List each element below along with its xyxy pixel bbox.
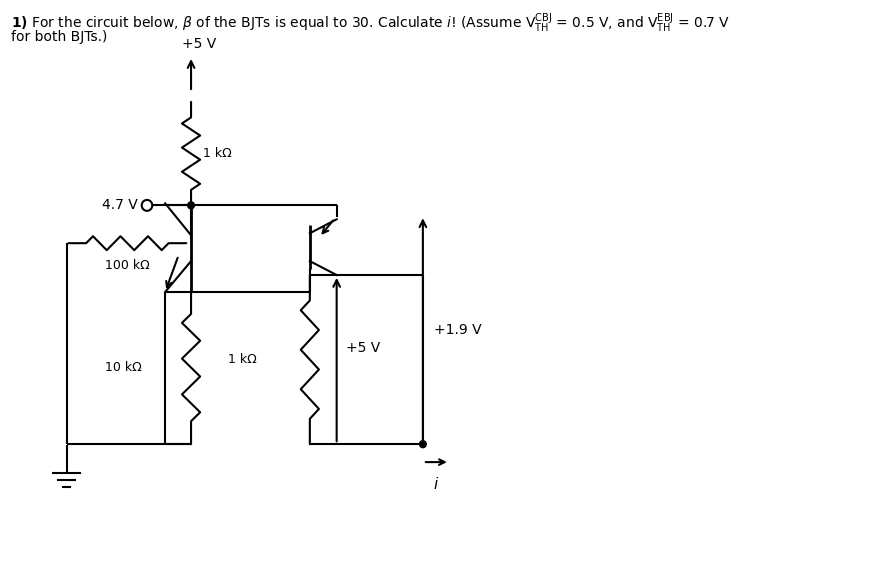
Text: $\it{i}$: $\it{i}$	[433, 476, 439, 492]
Text: 1 kΩ: 1 kΩ	[203, 147, 231, 160]
Text: 10 kΩ: 10 kΩ	[104, 361, 142, 374]
Text: for both BJTs.): for both BJTs.)	[11, 30, 107, 44]
Circle shape	[188, 202, 195, 209]
Text: 1 kΩ: 1 kΩ	[229, 353, 257, 366]
Text: +1.9 V: +1.9 V	[434, 323, 482, 337]
Text: +5 V: +5 V	[346, 341, 380, 355]
Text: 4.7 V: 4.7 V	[102, 198, 138, 212]
Text: 100 kΩ: 100 kΩ	[105, 259, 150, 272]
Circle shape	[420, 441, 426, 448]
Text: +5 V: +5 V	[181, 37, 216, 51]
Text: $\mathbf{1)}$ For the circuit below, $\beta$ of the BJTs is equal to 30. Calcula: $\mathbf{1)}$ For the circuit below, $\b…	[11, 11, 730, 35]
